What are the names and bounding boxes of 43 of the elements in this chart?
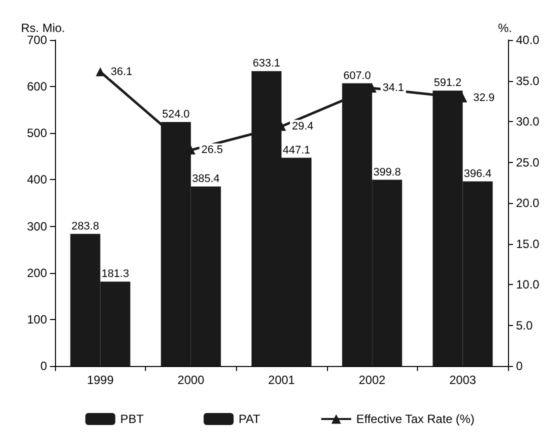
y2-tick-label: 15.0: [516, 236, 540, 251]
data-label: 633.1: [252, 58, 280, 70]
data-label: 399.8: [373, 166, 401, 178]
y-tick-label: 100: [26, 312, 48, 326]
data-label: 26.5: [201, 144, 223, 156]
y-axis-title: Rs. Mio.: [20, 21, 65, 35]
x-tick-label: 2003: [449, 373, 476, 387]
data-label: 32.9: [473, 92, 495, 104]
data-label: 447.1: [282, 144, 310, 156]
point: [96, 67, 105, 76]
y-tick-label: 0: [40, 359, 48, 373]
data-label: 181.3: [102, 268, 130, 280]
y2-tick-label: 25.0: [516, 155, 540, 170]
data-label: 524.0: [162, 108, 190, 120]
y2-tick-label: 0: [516, 359, 523, 373]
y2-tick-label: 5.0: [516, 318, 534, 332]
data-label: 29.4: [292, 120, 314, 132]
y-tick-label: 200: [26, 266, 48, 280]
y-tick-label: 400: [26, 172, 48, 187]
data-label: 34.1: [382, 82, 404, 94]
y2-tick-label: 40.0: [516, 33, 540, 47]
legend-label: PBT: [120, 412, 144, 426]
data-label: 283.8: [72, 220, 100, 232]
y-tick-label: 500: [26, 126, 48, 140]
data-label: 396.4: [464, 168, 492, 180]
legend-label: PAT: [238, 412, 261, 426]
legend-label: Effective Tax Rate (%): [356, 412, 474, 426]
x-tick-label: 2002: [358, 373, 386, 387]
data-label: 591.2: [434, 77, 462, 90]
y2-axis-title: %.: [498, 21, 512, 35]
data-label: 36.1: [110, 66, 132, 78]
x-tick-label: 1999: [86, 373, 114, 387]
y2-tick-label: 20.0: [516, 196, 540, 210]
y-tick-label: 700: [26, 33, 48, 47]
y-tick-label: 300: [26, 219, 48, 234]
x-tick-label: 2000: [178, 373, 205, 387]
data-label: 385.4: [192, 173, 220, 186]
y2-tick-label: 35.0: [516, 74, 540, 88]
data-label: 607.0: [343, 70, 371, 82]
y2-tick-label: 10.0: [516, 278, 540, 292]
y2-tick-label: 30.0: [516, 114, 540, 128]
x-tick-label: 2001: [268, 373, 296, 387]
y-tick-label: 600: [26, 80, 48, 94]
